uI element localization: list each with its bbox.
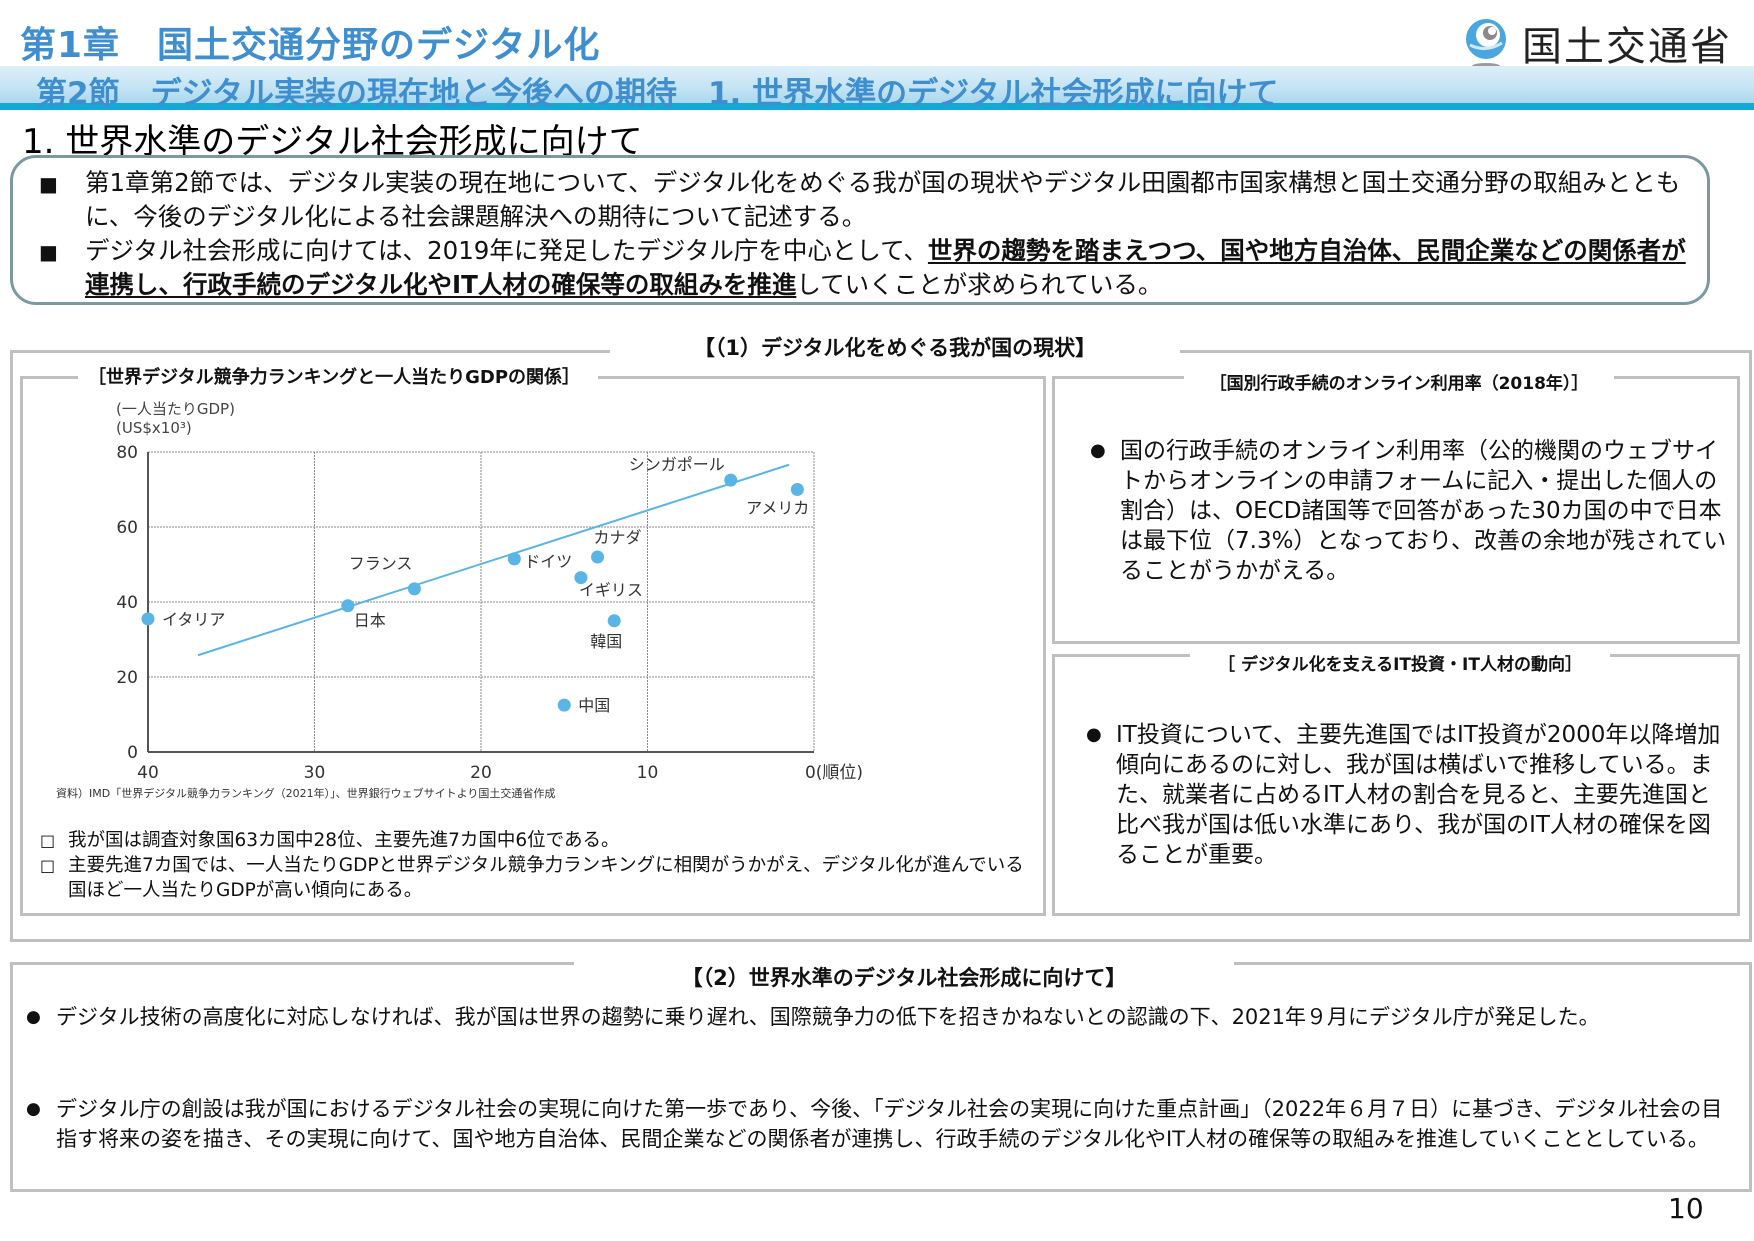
- online-usage-bullet: ● 国の行政手続のオンライン利用率（公的機関のウェブサイトからオンラインの申請フ…: [1090, 436, 1730, 586]
- summary-text-after: していくことが求められている。: [796, 270, 1163, 299]
- data-point-label: イギリス: [579, 581, 643, 600]
- y-tick-label: 0: [127, 743, 138, 763]
- chart-panel-title: ［世界デジタル競争力ランキングと一人当たりGDPの関係］: [78, 366, 598, 390]
- data-point: [341, 599, 355, 613]
- data-point-label: 中国: [578, 696, 610, 715]
- chapter-title: 第1章 国土交通分野のデジタル化: [20, 25, 601, 66]
- summary-box: ■ 第1章第2節では、デジタル実装の現在地について、デジタル化をめぐる我が国の現…: [10, 155, 1710, 305]
- data-point: [141, 612, 155, 626]
- data-point-label: ドイツ: [524, 552, 572, 571]
- y-tick-label: 40: [116, 593, 138, 613]
- section2-bullet: ● デジタル技術の高度化に対応しなければ、我が国は世界の趨勢に乗り遅れ、国際競争…: [26, 1002, 1726, 1032]
- online-usage-title: ［国別行政手続のオンライン利用率（2018年）］: [1184, 372, 1614, 396]
- ministry-logo: 国土交通省: [1462, 14, 1732, 72]
- data-point-label: フランス: [349, 554, 413, 573]
- chart-point-text: 主要先進7カ国では、一人当たりGDPと世界デジタル競争力ランキングに相関がうかが…: [68, 855, 1024, 901]
- data-point: [407, 582, 421, 596]
- data-point-label: イタリア: [162, 610, 225, 629]
- square-bullet-icon: ■: [39, 172, 58, 196]
- section-title: 第2節 デジタル実装の現在地と今後への期待 1. 世界水準のデジタル社会形成に向…: [36, 76, 1279, 112]
- chart-point-item: □ 我が国は調査対象国63カ国中28位、主要先進7カ国中6位である。: [40, 828, 1030, 853]
- summary-item: ■ デジタル社会形成に向けては、2019年に発足したデジタル庁を中心として、世界…: [39, 234, 1687, 302]
- logo-text: 国土交通省: [1522, 24, 1732, 70]
- section2-frame: [10, 962, 1752, 1192]
- summary-text: 第1章第2節では、デジタル実装の現在地について、デジタル化をめぐる我が国の現状や…: [85, 168, 1681, 231]
- y-axis-label: (一人当たりGDP): [116, 400, 235, 418]
- y-axis-unit: (US$x10³): [116, 419, 192, 437]
- data-point-label: 韓国: [590, 632, 622, 651]
- data-point: [574, 571, 588, 585]
- bullet-dot-icon: ●: [26, 1099, 41, 1119]
- it-investment-title: ［ デジタル化を支えるIT投資・IT人材の動向］: [1190, 652, 1610, 678]
- chart-point-text: 我が国は調査対象国63カ国中28位、主要先進7カ国中6位である。: [68, 830, 620, 851]
- chart-panel: [20, 376, 1046, 916]
- data-point-label: カナダ: [594, 528, 642, 547]
- x-tick-label: 40: [137, 763, 159, 783]
- x-tick-label: 0(順位): [805, 763, 863, 783]
- summary-text-before: デジタル社会形成に向けては、2019年に発足したデジタル庁を中心として、: [85, 236, 928, 265]
- checkbox-bullet-icon: □: [40, 831, 56, 850]
- checkbox-bullet-icon: □: [40, 856, 56, 875]
- data-point: [790, 483, 804, 496]
- chart-point-item: □ 主要先進7カ国では、一人当たりGDPと世界デジタル競争力ランキングに相関がう…: [40, 853, 1030, 903]
- summary-text: デジタル社会形成に向けては、2019年に発足したデジタル庁を中心として、世界の趨…: [85, 234, 1687, 302]
- online-usage-text: 国の行政手続のオンライン利用率（公的機関のウェブサイトからオンラインの申請フォー…: [1120, 438, 1727, 584]
- section2-text: デジタル技術の高度化に対応しなければ、我が国は世界の趨勢に乗り遅れ、国際競争力の…: [56, 1005, 1600, 1029]
- y-tick-label: 20: [116, 668, 138, 688]
- section-band: [0, 66, 1754, 110]
- summary-text-underlined: 世界の趨勢を踏まえつつ、国や地方自治体、民間企業などの関係者が連携し、行政手続の…: [85, 236, 1686, 299]
- chart-points-list: □ 我が国は調査対象国63カ国中28位、主要先進7カ国中6位である。 □ 主要先…: [40, 828, 1030, 903]
- scatter-chart: (一人当たりGDP)(US$x10³) 0 20 40 60 80 40 30 20 10 0(順位…: [116, 400, 863, 783]
- data-point: [607, 614, 621, 628]
- section1-title: 【（1）デジタル化をめぐる我が国の現状】: [610, 333, 1180, 363]
- page-number: 10: [1668, 1192, 1704, 1225]
- x-tick-label: 10: [637, 763, 659, 783]
- bullet-dot-icon: ●: [26, 1007, 41, 1027]
- mlit-logo-icon: [1462, 17, 1510, 69]
- data-point: [557, 698, 571, 712]
- data-point: [591, 550, 605, 564]
- it-investment-text: IT投資について、主要先進国ではIT投資が2000年以降増加傾向にあるのに対し、…: [1116, 722, 1721, 868]
- trend-line: [197, 463, 790, 657]
- x-tick-label: 30: [304, 763, 326, 783]
- it-investment-panel: [1052, 654, 1740, 916]
- section-band-bar: [0, 103, 1754, 110]
- bullet-dot-icon: ●: [1090, 440, 1106, 461]
- section2-text: デジタル庁の創設は我が国におけるデジタル社会の実現に向けた第一歩であり、今後、「…: [56, 1097, 1723, 1151]
- data-point-label: アメリカ: [746, 499, 809, 518]
- data-point-label: シンガポール: [629, 455, 725, 474]
- y-tick-label: 80: [116, 443, 138, 463]
- y-tick-label: 60: [116, 518, 138, 538]
- data-point: [724, 473, 738, 487]
- data-point: [507, 552, 521, 566]
- summary-item: ■ 第1章第2節では、デジタル実装の現在地について、デジタル化をめぐる我が国の現…: [39, 166, 1687, 234]
- data-point-label: 日本: [354, 611, 386, 630]
- x-tick-label: 20: [470, 763, 492, 783]
- section2-bullet: ● デジタル庁の創設は我が国におけるデジタル社会の実現に向けた第一歩であり、今後…: [26, 1094, 1726, 1154]
- section2-title: 【（2）世界水準のデジタル社会形成に向けて】: [574, 962, 1234, 994]
- bullet-dot-icon: ●: [1086, 724, 1102, 745]
- square-bullet-icon: ■: [39, 240, 58, 264]
- it-investment-bullet: ● IT投資について、主要先進国ではIT投資が2000年以降増加傾向にあるのに対…: [1086, 720, 1730, 870]
- chart-source-note: 資料）IMD「世界デジタル競争力ランキング（2021年）」、世界銀行ウェブサイト…: [56, 787, 556, 800]
